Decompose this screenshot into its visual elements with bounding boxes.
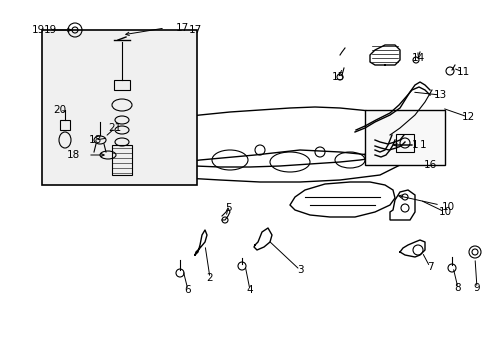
Bar — [395, 134, 413, 152]
Text: 13: 13 — [432, 90, 446, 100]
Text: 19: 19 — [31, 25, 44, 35]
Text: 2: 2 — [206, 273, 213, 283]
Text: 8: 8 — [454, 283, 460, 293]
Bar — [42, 30, 197, 185]
Text: 10: 10 — [438, 207, 450, 217]
Text: 21: 21 — [108, 123, 122, 133]
Text: 15: 15 — [331, 72, 344, 82]
Text: 17: 17 — [188, 25, 201, 35]
Text: 5: 5 — [224, 203, 231, 213]
Bar — [112, 145, 132, 175]
Text: 1: 1 — [411, 140, 417, 150]
Text: 11: 11 — [455, 67, 468, 77]
Bar — [60, 120, 70, 130]
Text: 20: 20 — [53, 105, 66, 115]
Text: 9: 9 — [473, 283, 479, 293]
Text: 4: 4 — [246, 285, 253, 295]
Text: 19: 19 — [43, 25, 57, 35]
Text: 12: 12 — [461, 112, 474, 122]
Text: 3: 3 — [296, 265, 303, 275]
Text: 17: 17 — [175, 23, 188, 33]
Text: 10: 10 — [441, 202, 454, 212]
Bar — [114, 80, 130, 90]
Text: 1: 1 — [419, 140, 426, 150]
Text: 14: 14 — [410, 53, 424, 63]
Text: 18: 18 — [66, 150, 80, 160]
Text: 6: 6 — [184, 285, 191, 295]
Text: 16: 16 — [423, 160, 436, 170]
Bar — [364, 110, 444, 165]
Text: 7: 7 — [426, 262, 432, 272]
Text: 18: 18 — [88, 135, 102, 145]
